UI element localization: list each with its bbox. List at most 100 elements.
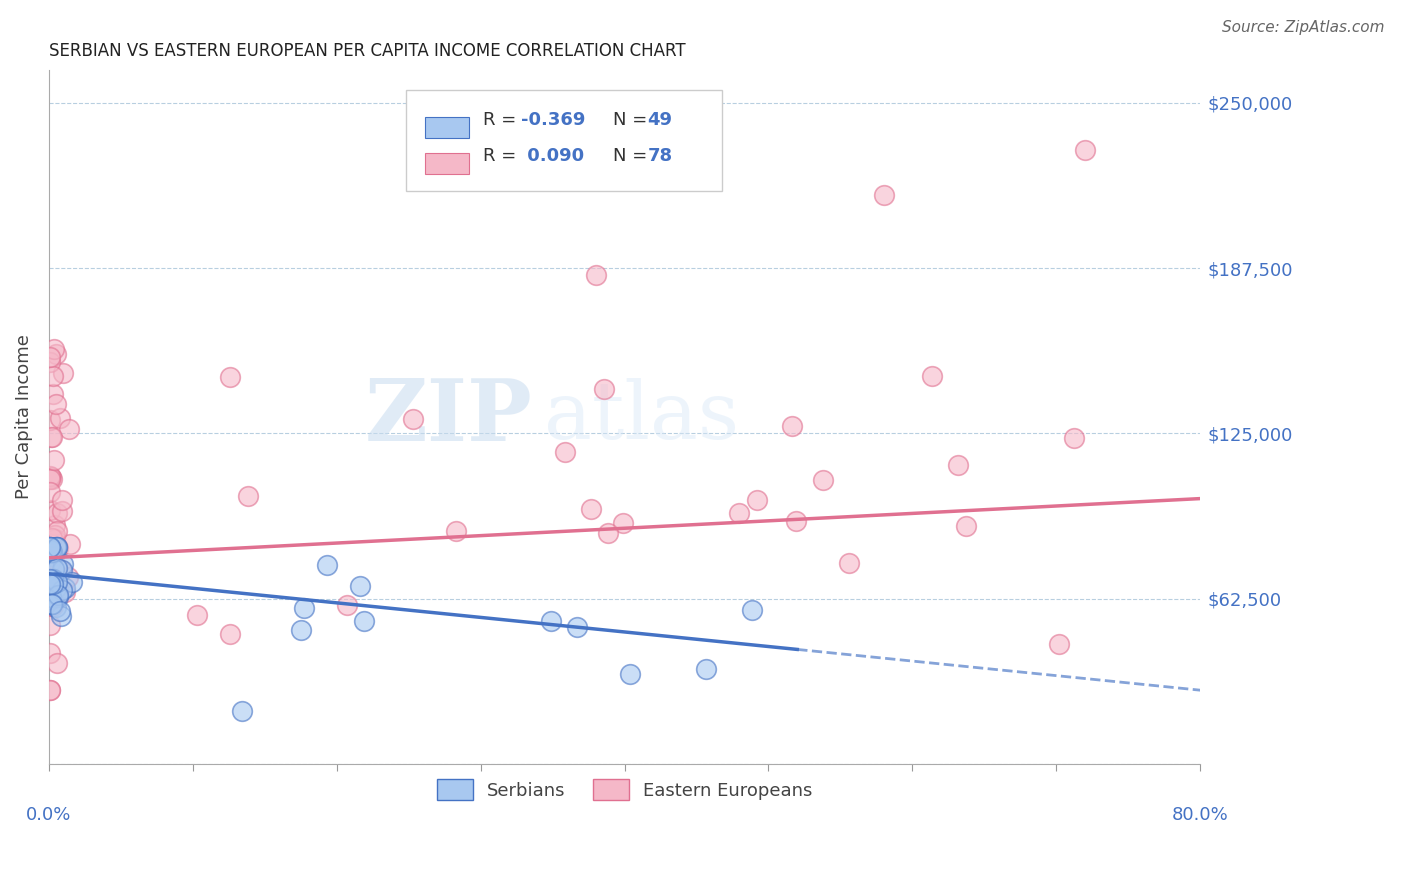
Point: [955, 519, 977, 533]
Point: [41, 599, 63, 614]
Point: [42, 549, 65, 564]
Point: [39, 485, 62, 500]
Point: [45, 347, 67, 361]
Point: [41, 597, 63, 611]
Point: [579, 501, 602, 516]
Point: [39, 413, 62, 427]
Point: [598, 525, 620, 540]
Point: [60, 574, 83, 589]
Point: [41, 472, 63, 486]
Point: [39, 566, 62, 580]
Point: [231, 704, 253, 718]
Point: [44, 453, 66, 467]
Point: [292, 601, 315, 615]
Point: [1074, 144, 1097, 158]
Text: 80.0%: 80.0%: [1171, 806, 1229, 824]
Point: [872, 188, 894, 202]
Text: ZIP: ZIP: [364, 375, 533, 459]
Text: atlas: atlas: [544, 378, 740, 456]
Point: [39, 562, 62, 576]
Point: [44, 532, 66, 546]
Point: [39, 350, 62, 364]
Point: [39, 555, 62, 569]
Point: [39, 577, 62, 591]
Point: [51, 563, 73, 577]
Point: [39, 592, 62, 607]
Point: [41, 582, 63, 596]
Point: [58, 570, 80, 584]
Point: [695, 662, 717, 676]
Text: N =: N =: [613, 112, 652, 129]
Text: 0.0%: 0.0%: [27, 806, 72, 824]
Text: Source: ZipAtlas.com: Source: ZipAtlas.com: [1222, 20, 1385, 35]
Point: [39, 470, 62, 484]
Text: R =: R =: [482, 112, 522, 129]
Point: [39, 355, 62, 369]
Point: [49, 410, 72, 425]
Point: [39, 469, 62, 483]
Point: [41, 597, 63, 611]
Point: [58, 422, 80, 436]
Point: [51, 609, 73, 624]
Point: [42, 574, 65, 588]
Point: [45, 568, 67, 582]
Point: [52, 366, 75, 380]
Point: [741, 603, 763, 617]
Point: [45, 656, 67, 670]
Point: [44, 528, 66, 542]
Point: [727, 506, 749, 520]
Text: 49: 49: [648, 112, 672, 129]
Point: [236, 489, 259, 503]
Point: [45, 599, 67, 614]
FancyBboxPatch shape: [406, 90, 723, 191]
Point: [42, 561, 65, 575]
Point: [41, 531, 63, 545]
Point: [51, 582, 73, 597]
Point: [811, 473, 834, 487]
Point: [39, 503, 62, 517]
Legend: Serbians, Eastern Europeans: Serbians, Eastern Europeans: [429, 772, 820, 807]
Point: [336, 598, 359, 612]
Point: [39, 543, 62, 558]
Text: SERBIAN VS EASTERN EUROPEAN PER CAPITA INCOME CORRELATION CHART: SERBIAN VS EASTERN EUROPEAN PER CAPITA I…: [49, 42, 686, 60]
Point: [42, 568, 65, 582]
Point: [41, 430, 63, 444]
Bar: [426, 153, 470, 174]
Point: [619, 666, 641, 681]
Point: [39, 646, 62, 660]
Point: [353, 614, 375, 628]
Text: 78: 78: [648, 147, 672, 166]
Point: [785, 514, 807, 528]
Point: [59, 537, 82, 551]
Point: [349, 579, 371, 593]
Point: [49, 604, 72, 618]
Point: [46, 541, 69, 555]
Point: [42, 368, 65, 383]
Y-axis label: Per Capita Income: Per Capita Income: [15, 334, 32, 500]
Point: [219, 627, 242, 641]
Point: [540, 615, 562, 629]
Point: [290, 623, 312, 637]
Point: [39, 556, 62, 570]
Point: [39, 546, 62, 560]
Point: [44, 518, 66, 533]
Point: [51, 504, 73, 518]
Point: [48, 582, 70, 597]
Point: [219, 370, 242, 384]
Point: [39, 590, 62, 604]
Point: [1047, 637, 1070, 651]
Point: [45, 541, 67, 555]
Point: [41, 599, 63, 613]
Point: [39, 585, 62, 599]
Point: [42, 572, 65, 586]
Point: [46, 575, 69, 590]
Point: [42, 572, 65, 586]
Point: [444, 524, 467, 538]
Point: [780, 419, 803, 434]
Point: [46, 560, 69, 574]
Point: [41, 545, 63, 559]
Point: [39, 469, 62, 483]
Point: [39, 573, 62, 587]
Point: [45, 397, 67, 411]
Point: [53, 585, 76, 599]
